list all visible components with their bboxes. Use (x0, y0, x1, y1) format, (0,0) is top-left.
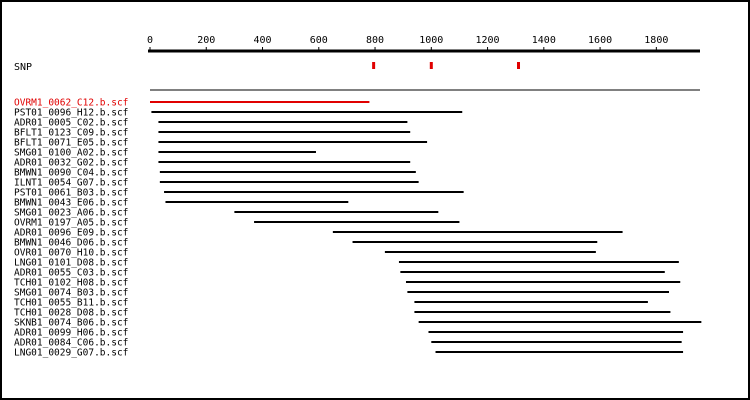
ruler-tick-label: 1200 (476, 35, 500, 46)
ruler-tick-label: 1800 (644, 35, 668, 46)
read-label[interactable]: LNG01_0101_D08.b.scf (14, 258, 128, 269)
read-label[interactable]: ADR01_0005_C02.b.scf (14, 118, 128, 129)
read-label[interactable]: SMG01_0100_A02.b.scf (14, 148, 128, 159)
ruler-tick-label: 200 (197, 35, 215, 46)
read-label[interactable]: ADR01_0084_C06.b.scf (14, 338, 128, 349)
ruler-ticks: 0 200 400 600 800 1000 1200 1400 1600 1800 (147, 35, 668, 51)
read-label[interactable]: TCH01_0028_D08.b.scf (14, 308, 128, 319)
ruler-tick-label: 1600 (588, 35, 612, 46)
read-label[interactable]: ADR01_0099_H06.b.scf (14, 328, 128, 339)
read-label[interactable]: BMWN1_0046_D06.b.scf (14, 238, 128, 249)
read-label[interactable]: ADR01_0096_E09.b.scf (14, 228, 128, 239)
read-label[interactable]: PST01_0061_B03.b.scf (14, 188, 128, 199)
read-label[interactable]: SKNB1_0074_B06.b.scf (14, 318, 128, 329)
read-label[interactable]: ILNT1_0054_G07.b.scf (14, 178, 128, 189)
ruler-tick-label: 1400 (532, 35, 556, 46)
ruler-tick-label: 0 (147, 35, 153, 46)
read-label[interactable]: LNG01_0029_G07.b.scf (14, 348, 128, 359)
read-label[interactable]: BMWN1_0043_E06.b.scf (14, 198, 128, 209)
read-label[interactable]: BFLT1_0071_E05.b.scf (14, 138, 128, 149)
ruler-tick-label: 1000 (419, 35, 443, 46)
read-label[interactable]: PST01_0096_H12.b.scf (14, 108, 128, 119)
read-label[interactable]: ADR01_0032_G02.b.scf (14, 158, 128, 169)
read-label[interactable]: SMG01_0023_A06.b.scf (14, 208, 128, 219)
ruler-tick-label: 800 (366, 35, 384, 46)
read-label[interactable]: TCH01_0102_H08.b.scf (14, 278, 128, 289)
read-label[interactable]: OVR01_0070_H10.b.scf (14, 248, 128, 259)
read-label[interactable]: OVRM1_0062_C12.b.scf (14, 98, 128, 109)
ruler-tick-label: 400 (253, 35, 271, 46)
read-label[interactable]: TCH01_0055_B11.b.scf (14, 298, 128, 309)
read-label[interactable]: BFLT1_0123_C09.b.scf (14, 128, 128, 139)
read-label[interactable]: SMG01_0074_B03.b.scf (14, 288, 128, 299)
read-label[interactable]: BMWN1_0090_C04.b.scf (14, 168, 128, 179)
snp-label: SNP (14, 62, 32, 73)
snp-marker (517, 62, 521, 69)
reads-group: OVRM1_0062_C12.b.scfPST01_0096_H12.b.scf… (14, 98, 702, 359)
snp-marker (429, 62, 433, 69)
read-label[interactable]: ADR01_0055_C03.b.scf (14, 268, 128, 279)
ruler-tick-label: 600 (310, 35, 328, 46)
snp-markers (372, 62, 521, 69)
read-label[interactable]: OVRM1_0197_A05.b.scf (14, 218, 128, 229)
snp-marker (372, 62, 376, 69)
